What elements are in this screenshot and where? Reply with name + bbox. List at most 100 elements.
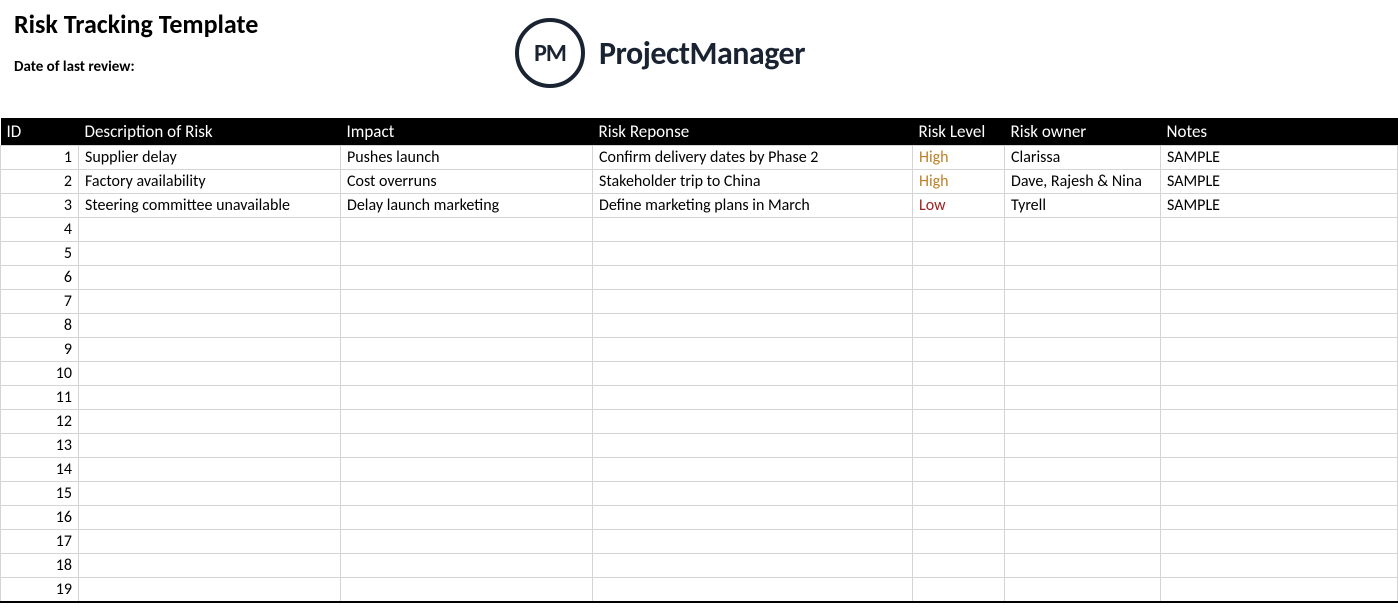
- cell-impact[interactable]: [341, 338, 593, 362]
- cell-desc[interactable]: [79, 554, 341, 578]
- cell-id[interactable]: 1: [1, 146, 79, 170]
- cell-owner[interactable]: [1005, 314, 1161, 338]
- table-row[interactable]: 18: [1, 554, 1398, 578]
- cell-impact[interactable]: [341, 242, 593, 266]
- cell-desc[interactable]: Factory availability: [79, 170, 341, 194]
- cell-impact[interactable]: [341, 266, 593, 290]
- table-row[interactable]: 1Supplier delayPushes launchConfirm deli…: [1, 146, 1398, 170]
- cell-response[interactable]: [593, 506, 913, 530]
- cell-owner[interactable]: [1005, 290, 1161, 314]
- cell-id[interactable]: 18: [1, 554, 79, 578]
- cell-desc[interactable]: Supplier delay: [79, 146, 341, 170]
- cell-response[interactable]: [593, 482, 913, 506]
- cell-owner[interactable]: Tyrell: [1005, 194, 1161, 218]
- cell-level[interactable]: [913, 338, 1005, 362]
- cell-id[interactable]: 19: [1, 578, 79, 603]
- cell-level[interactable]: [913, 434, 1005, 458]
- table-row[interactable]: 14: [1, 458, 1398, 482]
- cell-desc[interactable]: [79, 410, 341, 434]
- cell-notes[interactable]: [1161, 410, 1398, 434]
- cell-owner[interactable]: [1005, 578, 1161, 603]
- table-row[interactable]: 3Steering committee unavailableDelay lau…: [1, 194, 1398, 218]
- cell-id[interactable]: 4: [1, 218, 79, 242]
- table-row[interactable]: 6: [1, 266, 1398, 290]
- cell-level[interactable]: High: [913, 170, 1005, 194]
- cell-response[interactable]: [593, 434, 913, 458]
- cell-notes[interactable]: [1161, 434, 1398, 458]
- cell-desc[interactable]: [79, 266, 341, 290]
- cell-notes[interactable]: [1161, 242, 1398, 266]
- cell-desc[interactable]: [79, 218, 341, 242]
- cell-owner[interactable]: [1005, 266, 1161, 290]
- cell-owner[interactable]: [1005, 506, 1161, 530]
- cell-notes[interactable]: [1161, 290, 1398, 314]
- cell-response[interactable]: [593, 266, 913, 290]
- cell-impact[interactable]: [341, 458, 593, 482]
- cell-level[interactable]: [913, 458, 1005, 482]
- cell-level[interactable]: [913, 410, 1005, 434]
- cell-desc[interactable]: [79, 362, 341, 386]
- cell-level[interactable]: [913, 530, 1005, 554]
- cell-id[interactable]: 15: [1, 482, 79, 506]
- cell-desc[interactable]: [79, 530, 341, 554]
- table-row[interactable]: 11: [1, 386, 1398, 410]
- cell-desc[interactable]: [79, 290, 341, 314]
- cell-notes[interactable]: [1161, 218, 1398, 242]
- cell-id[interactable]: 16: [1, 506, 79, 530]
- cell-level[interactable]: [913, 578, 1005, 603]
- cell-impact[interactable]: Delay launch marketing: [341, 194, 593, 218]
- cell-response[interactable]: [593, 218, 913, 242]
- cell-id[interactable]: 3: [1, 194, 79, 218]
- cell-response[interactable]: Confirm delivery dates by Phase 2: [593, 146, 913, 170]
- cell-desc[interactable]: [79, 242, 341, 266]
- cell-notes[interactable]: [1161, 506, 1398, 530]
- cell-desc[interactable]: [79, 458, 341, 482]
- cell-level[interactable]: [913, 482, 1005, 506]
- cell-id[interactable]: 8: [1, 314, 79, 338]
- cell-response[interactable]: [593, 554, 913, 578]
- cell-id[interactable]: 14: [1, 458, 79, 482]
- cell-level[interactable]: Low: [913, 194, 1005, 218]
- cell-desc[interactable]: [79, 506, 341, 530]
- cell-response[interactable]: [593, 410, 913, 434]
- cell-id[interactable]: 6: [1, 266, 79, 290]
- cell-id[interactable]: 5: [1, 242, 79, 266]
- cell-response[interactable]: [593, 242, 913, 266]
- cell-impact[interactable]: [341, 530, 593, 554]
- cell-response[interactable]: Define marketing plans in March: [593, 194, 913, 218]
- table-row[interactable]: 7: [1, 290, 1398, 314]
- cell-level[interactable]: [913, 218, 1005, 242]
- cell-owner[interactable]: [1005, 218, 1161, 242]
- cell-impact[interactable]: Pushes launch: [341, 146, 593, 170]
- table-row[interactable]: 12: [1, 410, 1398, 434]
- table-row[interactable]: 9: [1, 338, 1398, 362]
- cell-notes[interactable]: SAMPLE: [1161, 194, 1398, 218]
- table-row[interactable]: 10: [1, 362, 1398, 386]
- cell-owner[interactable]: [1005, 530, 1161, 554]
- cell-level[interactable]: [913, 242, 1005, 266]
- table-row[interactable]: 19: [1, 578, 1398, 603]
- cell-owner[interactable]: [1005, 458, 1161, 482]
- table-row[interactable]: 17: [1, 530, 1398, 554]
- cell-response[interactable]: [593, 386, 913, 410]
- table-row[interactable]: 13: [1, 434, 1398, 458]
- cell-impact[interactable]: [341, 314, 593, 338]
- cell-id[interactable]: 12: [1, 410, 79, 434]
- cell-level[interactable]: High: [913, 146, 1005, 170]
- cell-owner[interactable]: [1005, 362, 1161, 386]
- cell-response[interactable]: [593, 530, 913, 554]
- cell-response[interactable]: [593, 578, 913, 603]
- cell-notes[interactable]: [1161, 362, 1398, 386]
- cell-id[interactable]: 13: [1, 434, 79, 458]
- cell-notes[interactable]: [1161, 338, 1398, 362]
- cell-response[interactable]: [593, 338, 913, 362]
- cell-id[interactable]: 11: [1, 386, 79, 410]
- cell-desc[interactable]: [79, 578, 341, 603]
- cell-impact[interactable]: [341, 554, 593, 578]
- cell-response[interactable]: [593, 458, 913, 482]
- cell-owner[interactable]: [1005, 338, 1161, 362]
- table-row[interactable]: 4: [1, 218, 1398, 242]
- cell-impact[interactable]: [341, 410, 593, 434]
- table-row[interactable]: 16: [1, 506, 1398, 530]
- cell-desc[interactable]: [79, 386, 341, 410]
